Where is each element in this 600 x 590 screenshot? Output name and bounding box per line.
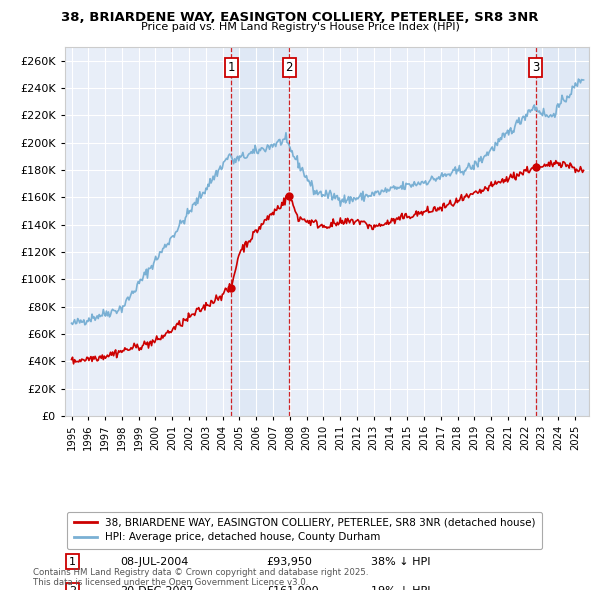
Text: 08-JUL-2004: 08-JUL-2004 [120,556,188,566]
Text: 38% ↓ HPI: 38% ↓ HPI [371,556,431,566]
Text: 2: 2 [286,61,293,74]
Text: 3: 3 [532,61,539,74]
Text: 20-DEC-2007: 20-DEC-2007 [120,586,193,590]
Bar [232,47,289,416]
Text: 1: 1 [227,61,235,74]
Text: 19% ↓ HPI: 19% ↓ HPI [371,586,431,590]
Text: 38, BRIARDENE WAY, EASINGTON COLLIERY, PETERLEE, SR8 3NR: 38, BRIARDENE WAY, EASINGTON COLLIERY, P… [61,11,539,24]
Text: Price paid vs. HM Land Registry's House Price Index (HPI): Price paid vs. HM Land Registry's House … [140,22,460,32]
Legend: 38, BRIARDENE WAY, EASINGTON COLLIERY, PETERLEE, SR8 3NR (detached house), HPI: : 38, BRIARDENE WAY, EASINGTON COLLIERY, P… [67,512,542,549]
Text: £161,000: £161,000 [266,586,319,590]
Bar [536,47,589,416]
Text: Contains HM Land Registry data © Crown copyright and database right 2025.
This d: Contains HM Land Registry data © Crown c… [33,568,368,587]
Text: 2: 2 [69,586,76,590]
Text: £93,950: £93,950 [266,556,313,566]
Text: 1: 1 [69,556,76,566]
